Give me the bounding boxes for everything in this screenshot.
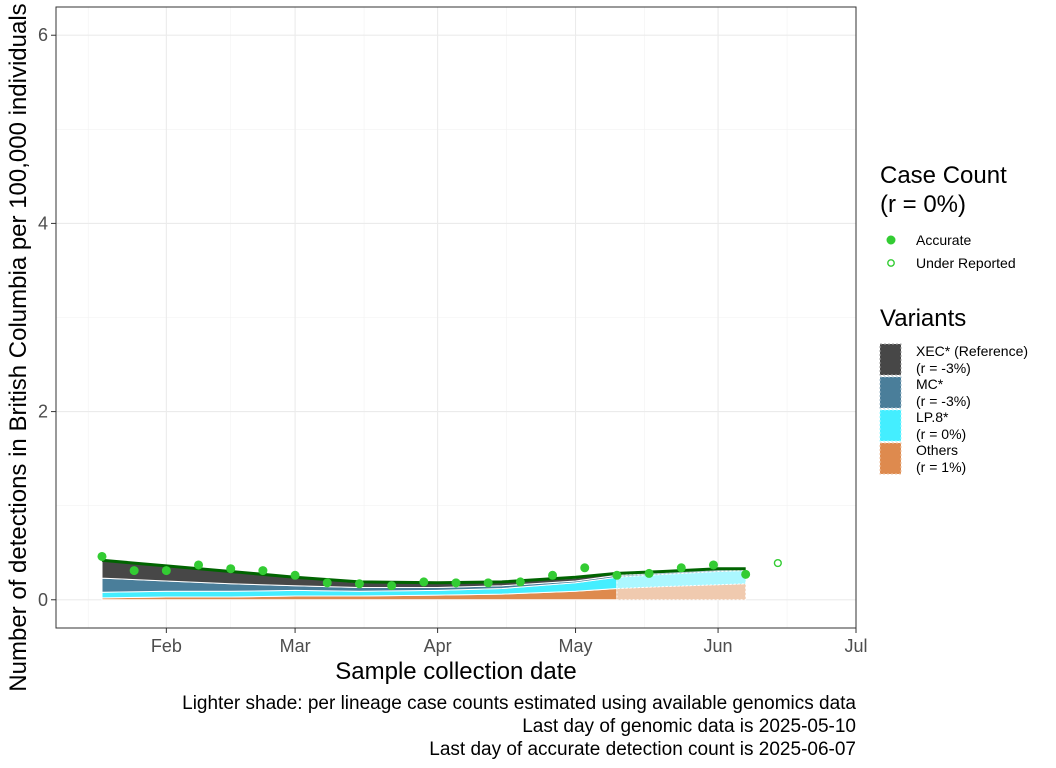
- y-axis-ticks: 0 2 4 6: [38, 25, 56, 610]
- legend-rate-xec: (r = -3%): [916, 360, 971, 376]
- variants-legend-title: Variants: [880, 305, 966, 332]
- legend-rate-mc: (r = -3%): [916, 393, 971, 409]
- x-tick-label: Apr: [424, 636, 452, 656]
- accurate-point: [741, 569, 751, 579]
- accurate-point: [419, 577, 429, 587]
- case-count-legend: Case Count (r = 0%) Accurate Under Repor…: [880, 162, 1016, 271]
- caption-genomic-cutoff: Last day of genomic data is 2025-05-10: [522, 716, 856, 737]
- x-tick-label: May: [559, 636, 593, 656]
- plot-panel-border: [55, 6, 857, 629]
- legend-key-lp8: [879, 409, 902, 442]
- y-tick-label: 2: [38, 402, 48, 422]
- accurate-point: [548, 570, 558, 580]
- legend-key-accurate: [886, 235, 896, 245]
- accurate-point: [322, 578, 332, 588]
- y-tick-label: 6: [38, 25, 48, 45]
- accurate-point: [708, 560, 718, 570]
- x-tick-label: Feb: [151, 636, 182, 656]
- case-count-legend-rate: (r = 0%): [880, 191, 966, 218]
- legend-label-xec: XEC* (Reference): [916, 343, 1028, 359]
- accurate-point: [676, 563, 686, 573]
- case-count-legend-title: Case Count: [880, 162, 1007, 189]
- legend-key-mc: [879, 376, 902, 409]
- area-estimated-others: [616, 583, 747, 601]
- x-tick-label: Mar: [280, 636, 311, 656]
- accurate-point: [97, 551, 107, 561]
- x-tick-label: Jul: [844, 636, 867, 656]
- legend-key-xec: [879, 343, 902, 376]
- legend-key-others: [879, 442, 902, 475]
- legend-label-mc: MC*: [916, 376, 944, 392]
- y-tick-label: 0: [38, 590, 48, 610]
- accurate-point: [258, 566, 268, 576]
- accurate-point: [644, 568, 654, 578]
- accurate-point: [387, 581, 397, 591]
- variants-legend: Variants XEC* (Reference) (r = -3%) MC* …: [879, 305, 1028, 475]
- accurate-point: [580, 563, 590, 573]
- legend-key-under-reported: [887, 259, 895, 267]
- accurate-point: [290, 570, 300, 580]
- case-points: [97, 551, 782, 591]
- y-tick-label: 4: [38, 213, 48, 233]
- legend-label-accurate: Accurate: [916, 232, 971, 248]
- accurate-point: [483, 578, 493, 588]
- accurate-point: [226, 564, 236, 574]
- accurate-point: [515, 577, 525, 587]
- grid-lines: [56, 7, 857, 628]
- trend-line: [101, 558, 746, 585]
- accurate-point: [612, 570, 622, 580]
- legend-label-under-reported: Under Reported: [916, 255, 1016, 271]
- under-reported-point: [773, 558, 782, 568]
- legend-label-others: Others: [916, 442, 958, 458]
- accurate-point: [354, 579, 364, 589]
- caption-detection-cutoff: Last day of accurate detection count is …: [429, 739, 856, 760]
- accurate-point: [451, 578, 461, 588]
- trend-line-layer: [101, 558, 746, 585]
- caption-lighter-shade: Lighter shade: per lineage case counts e…: [182, 693, 856, 714]
- y-axis-title: Number of detections in British Columbia…: [5, 3, 32, 691]
- accurate-point: [194, 560, 204, 570]
- x-axis-title: Sample collection date: [335, 658, 576, 685]
- legend-rate-lp8: (r = 0%): [916, 426, 966, 442]
- accurate-point: [161, 566, 171, 576]
- legend-rate-others: (r = 1%): [916, 459, 966, 475]
- x-tick-label: Jun: [704, 636, 733, 656]
- accurate-point: [129, 566, 139, 576]
- x-axis-ticks: Feb Mar Apr May Jun Jul: [151, 628, 868, 656]
- legend-label-lp8: LP.8*: [916, 409, 949, 425]
